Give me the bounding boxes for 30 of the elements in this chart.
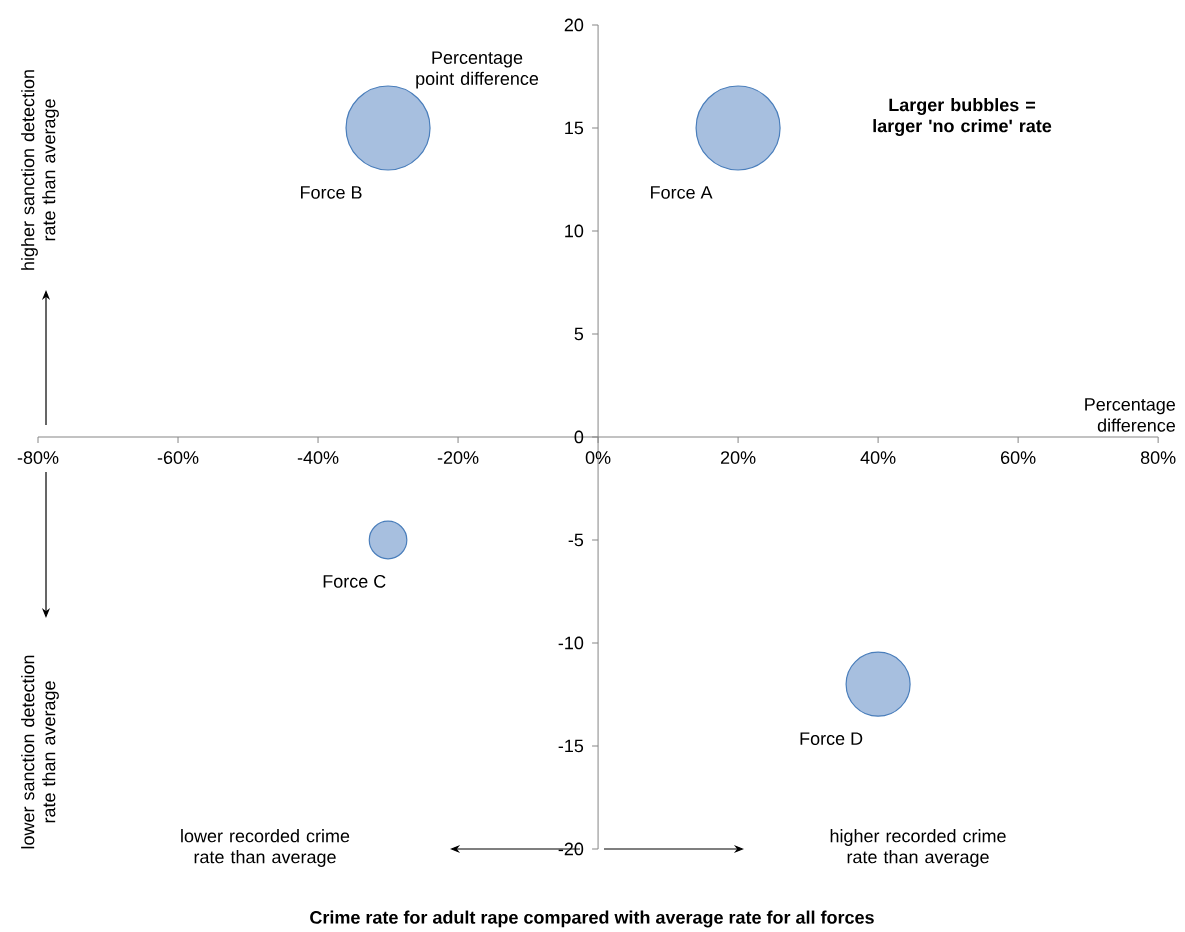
annotation: lower sanction detection rate than average	[21, 655, 59, 849]
annotation: lower recorded crime rate than average	[181, 829, 350, 867]
y-tick-label: 15	[565, 121, 584, 135]
series-label: Force A	[651, 186, 713, 199]
y-tick-label: 5	[574, 327, 584, 341]
y-tick-label: -5	[568, 533, 584, 547]
x-tick-label: 0%	[585, 451, 611, 464]
y-tick-label: 0	[574, 430, 584, 444]
y-tick-label: 10	[565, 224, 584, 238]
y-tick-label: 20	[564, 18, 584, 32]
x-tick-label: 20%	[720, 451, 756, 464]
series-label: Force B	[301, 186, 362, 199]
x-tick-label: 40%	[860, 451, 896, 464]
annotation: higher recorded crime rate than average	[830, 829, 1006, 867]
y-tick-label: -20	[558, 842, 584, 856]
series-label: Force D	[800, 732, 863, 745]
x-tick-label: 60%	[1001, 451, 1036, 464]
y-axis-title: Percentage point difference	[416, 51, 539, 89]
annotation: higher sanction detection rate than average	[21, 70, 59, 270]
x-axis-title: Percentage difference	[1085, 398, 1175, 432]
series-label: Force C	[323, 574, 386, 588]
annotation: Larger bubbles = larger 'no crime' rate	[873, 98, 1052, 136]
x-tick-label: -80%	[17, 451, 59, 464]
text: Crime rate for adult rape compared with average rate for all forces	[310, 910, 874, 928]
y-tick-label: -15	[558, 739, 584, 753]
x-tick-label: -20%	[437, 451, 479, 464]
y-tick-label: -10	[558, 636, 584, 650]
x-tick-label: -60%	[157, 451, 199, 464]
x-tick-label: -40%	[297, 451, 339, 464]
x-tick-label: 80%	[1140, 451, 1176, 464]
